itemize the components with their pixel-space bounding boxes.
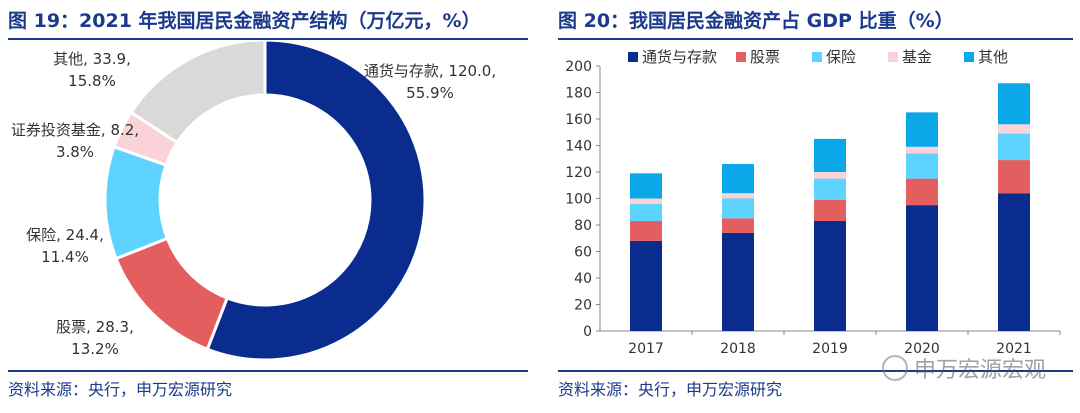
y-tick-label: 200 xyxy=(565,59,592,75)
right-figure-title: 图 20：我国居民金融资产占 GDP 比重（%） xyxy=(558,10,954,32)
y-tick-label: 140 xyxy=(565,139,592,155)
legend-label: 其他 xyxy=(978,48,1008,66)
right-title-rule xyxy=(558,38,1073,40)
bar-segment xyxy=(998,193,1030,331)
right-source-note: 资料来源：央行，申万宏源研究 xyxy=(558,380,783,399)
bar-segment xyxy=(906,112,938,147)
right-source-rule xyxy=(558,370,1073,372)
stacked-bar-chart: 通货与存款 股票 保险 基金 其他 0 20 40 60 80 100 120 140 160 180 200… xyxy=(565,48,1061,357)
y-tick-label: 100 xyxy=(565,192,592,208)
legend-swatch xyxy=(628,52,638,62)
slice-label: 通货与存款, 120.0, xyxy=(364,62,496,80)
bar-segment xyxy=(998,83,1030,125)
slice-percent-label: 55.9% xyxy=(406,84,454,102)
left-source-note: 资料来源：央行，申万宏源研究 xyxy=(8,380,233,399)
bar-segment xyxy=(630,203,662,222)
legend-label: 通货与存款 xyxy=(642,48,717,66)
bar-segment xyxy=(630,173,662,199)
donut-chart: 通货与存款, 120.0, 55.9% 股票, 28.3, 13.2% 保险, 24.4… xyxy=(11,40,496,362)
y-tick-label: 0 xyxy=(583,324,592,340)
legend-swatch xyxy=(736,52,746,62)
slice-label: 其他, 33.9, xyxy=(53,50,131,68)
x-tick-label: 2019 xyxy=(812,341,848,357)
legend-swatch xyxy=(812,52,822,62)
bar-segment xyxy=(722,198,754,219)
slice-percent-label: 11.4% xyxy=(41,248,89,266)
slice-label: 保险, 24.4, xyxy=(26,226,104,244)
bar-segment xyxy=(814,221,846,331)
legend-label: 股票 xyxy=(750,48,780,66)
bar-segment xyxy=(998,133,1030,161)
bar-segment xyxy=(630,221,662,241)
bar-segment xyxy=(722,193,754,199)
slice-label: 股票, 28.3, xyxy=(56,318,134,336)
y-tick-label: 20 xyxy=(574,298,592,314)
x-tick-label: 2017 xyxy=(628,341,664,357)
left-figure-panel: 图 19：2021 年我国居民金融资产结构（万亿元，%） 通货与存款, 120.… xyxy=(0,0,530,413)
watermark: 申万宏源宏观 xyxy=(881,352,1046,384)
bar-segment xyxy=(814,178,846,200)
y-tick-label: 120 xyxy=(565,165,592,181)
donut-slice xyxy=(129,40,267,145)
bar-segment xyxy=(814,172,846,179)
legend-label: 保险 xyxy=(826,48,856,66)
bar-segment xyxy=(630,198,662,204)
left-title-rule xyxy=(8,38,528,40)
y-tick-label: 180 xyxy=(565,86,592,102)
bar-segment xyxy=(998,160,1030,194)
right-figure-panel: 图 20：我国居民金融资产占 GDP 比重（%） 通货与存款 股票 保险 基金 其他 0 2… xyxy=(550,0,1080,413)
y-tick-label: 80 xyxy=(574,218,592,234)
x-tick-label: 2020 xyxy=(904,341,940,357)
bar-segment xyxy=(998,124,1030,134)
y-tick-label: 40 xyxy=(574,271,592,287)
legend-label: 基金 xyxy=(902,48,932,66)
x-tick-label: 2021 xyxy=(996,341,1032,357)
bar-segment xyxy=(722,164,754,194)
x-tick-label: 2018 xyxy=(720,341,756,357)
bar-segment xyxy=(906,153,938,179)
slice-percent-label: 13.2% xyxy=(71,340,119,358)
slice-label: 证券投资基金, 8.2, xyxy=(11,121,139,139)
bar-segment xyxy=(906,146,938,154)
bar-segment xyxy=(814,138,846,172)
bar-segment xyxy=(906,205,938,331)
left-figure-title: 图 19：2021 年我国居民金融资产结构（万亿元，%） xyxy=(8,10,481,32)
bar-segment xyxy=(722,232,754,331)
y-tick-label: 60 xyxy=(574,245,592,261)
bar-segment xyxy=(814,199,846,222)
wechat-icon xyxy=(881,355,908,381)
left-source-rule xyxy=(8,370,528,372)
slice-percent-label: 15.8% xyxy=(68,72,116,90)
donut-slice xyxy=(205,40,427,362)
y-tick-label: 160 xyxy=(565,112,592,128)
watermark-text: 申万宏源宏观 xyxy=(913,358,1046,383)
bar-segment xyxy=(630,240,662,331)
legend-swatch xyxy=(888,52,898,62)
bar-segment xyxy=(906,178,938,206)
slice-percent-label: 3.8% xyxy=(56,143,94,161)
bar-segment xyxy=(722,218,754,233)
legend-swatch xyxy=(964,52,974,62)
